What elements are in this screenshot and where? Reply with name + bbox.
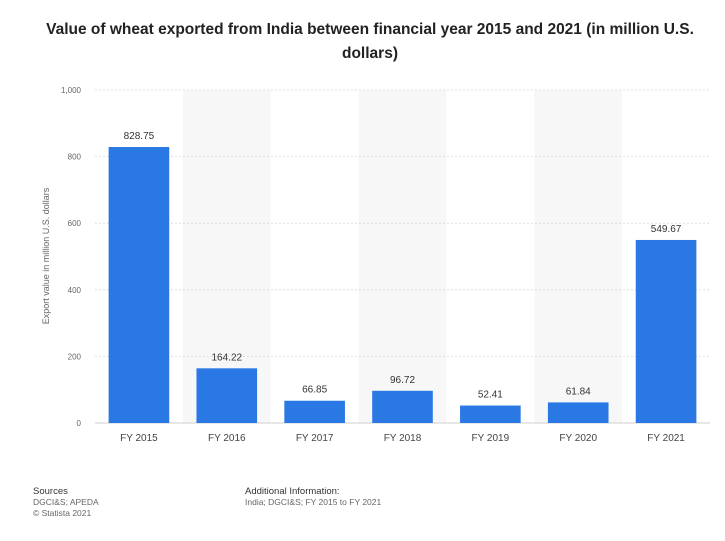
data-label: 549.67 — [651, 224, 682, 235]
additional-info-text: India; DGCI&S; FY 2015 to FY 2021 — [245, 497, 382, 507]
y-tick-label: 400 — [68, 286, 82, 295]
y-tick-label: 200 — [68, 352, 82, 361]
bars — [108, 147, 697, 423]
x-tick-label: FY 2019 — [472, 433, 510, 444]
background-band — [534, 90, 623, 423]
bar — [635, 239, 697, 423]
x-axis-ticks: FY 2015 FY 2016 FY 2017 FY 2018 FY 2019 FY 20… — [120, 433, 685, 444]
y-axis-ticks: 0 200 400 600 800 1,000 — [61, 86, 82, 428]
y-tick-label: 0 — [77, 419, 82, 428]
y-tick-label: 800 — [68, 153, 82, 162]
bar — [460, 405, 521, 423]
x-tick-label: FY 2017 — [296, 433, 334, 444]
data-label: 66.85 — [302, 385, 327, 396]
additional-info-block: Additional Information: India; DGCI&S; F… — [245, 486, 381, 508]
sources-block: Sources DGCI&S; APEDA © Statista 2021 — [33, 486, 99, 519]
x-tick-label: FY 2020 — [559, 433, 597, 444]
chart-title: Value of wheat exported from India betwe… — [46, 21, 694, 62]
x-tick-label: FY 2016 — [208, 433, 246, 444]
x-tick-label: FY 2021 — [647, 433, 685, 444]
alternating-bands — [182, 90, 623, 423]
bar — [284, 400, 345, 423]
bar — [372, 390, 433, 423]
x-tick-label: FY 2018 — [384, 433, 422, 444]
x-tick-label: FY 2015 — [120, 433, 158, 444]
data-label: 828.75 — [124, 131, 155, 142]
data-label: 164.22 — [211, 352, 242, 363]
bar — [196, 368, 258, 423]
y-tick-label: 600 — [68, 219, 82, 228]
background-band — [182, 90, 271, 423]
y-axis-label: Export value in million U.S. dollars — [41, 187, 51, 324]
data-label: 96.72 — [390, 375, 415, 386]
background-band — [358, 90, 447, 423]
additional-info-heading: Additional Information: — [245, 486, 340, 497]
sources-text: DGCI&S; APEDA — [33, 497, 99, 507]
sources-heading: Sources — [33, 486, 68, 497]
value-labels: 828.75 164.22 66.85 96.72 52.41 61.84 549.67 — [124, 131, 682, 401]
y-tick-label: 1,000 — [61, 86, 82, 95]
data-label: 61.84 — [566, 386, 591, 397]
bar — [547, 402, 609, 423]
bar — [108, 147, 170, 423]
copyright-text: © Statista 2021 — [33, 508, 92, 518]
data-label: 52.41 — [478, 390, 503, 401]
